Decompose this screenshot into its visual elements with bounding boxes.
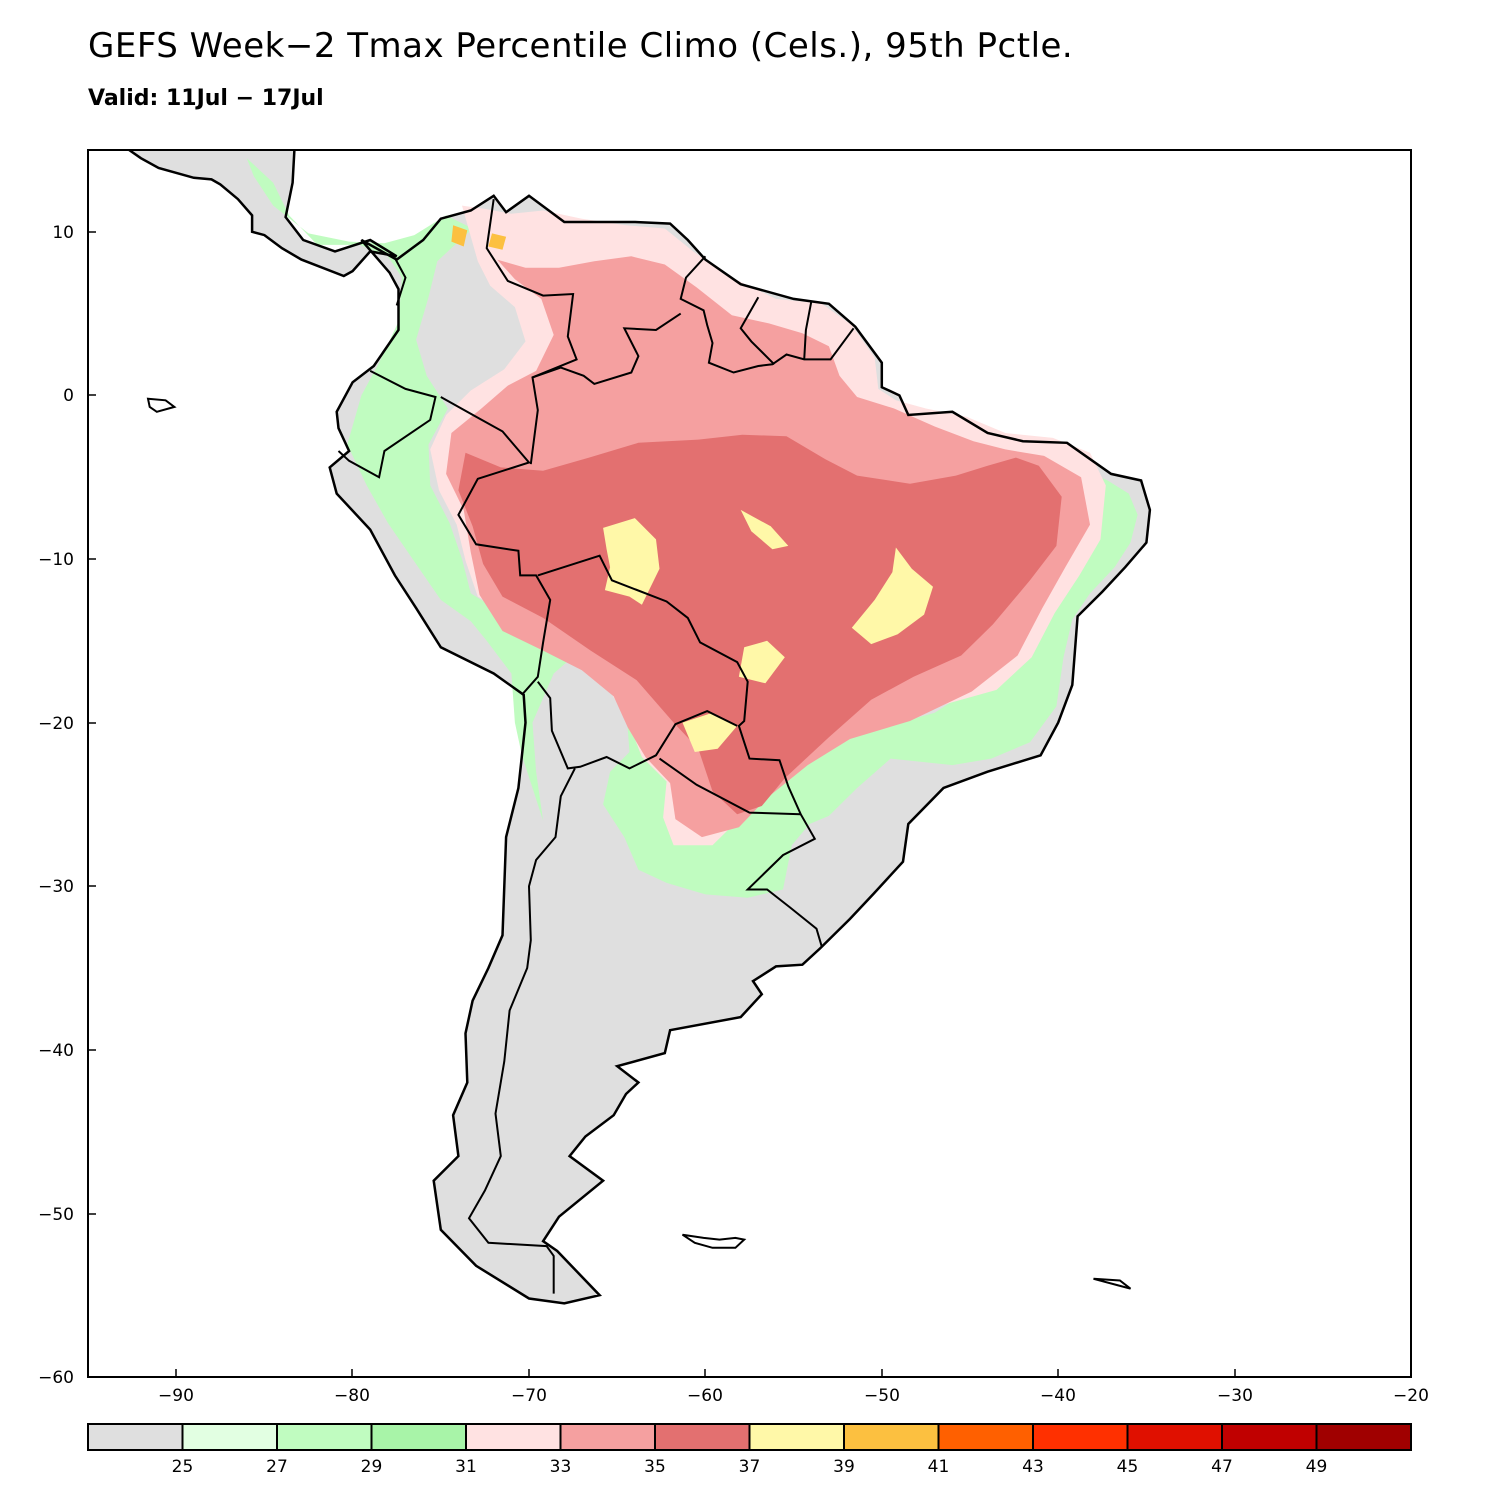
border-line	[537, 554, 823, 947]
legend-label: 49	[1306, 1457, 1328, 1477]
border-line	[337, 370, 437, 479]
shade-39-41	[488, 233, 507, 250]
border-line	[537, 681, 738, 770]
temperature-shading	[246, 158, 1138, 898]
legend-label: 35	[644, 1457, 666, 1477]
south-georgia	[1093, 1277, 1132, 1290]
lon-tick: −80	[334, 1369, 370, 1406]
caribbean-islands	[451, 68, 553, 97]
lat-tick-label: 0	[63, 386, 74, 406]
legend-swatch	[843, 1423, 940, 1451]
central-america-landmass	[129, 150, 397, 276]
lat-tick-label: −20	[38, 714, 74, 734]
border-line	[532, 312, 682, 386]
border-line	[440, 396, 552, 696]
legend-label: 25	[172, 1457, 194, 1477]
caribbean-islands	[384, 91, 419, 103]
lon-tick: −30	[1217, 1369, 1253, 1406]
legend-label: 27	[266, 1457, 288, 1477]
longitude-axis: −90 −80 −70 −60 −50 −40 −30 −20	[158, 1369, 1429, 1406]
lat-tick: −30	[38, 877, 96, 897]
lat-tick-label: 10	[52, 223, 74, 243]
shade-39-41	[451, 225, 468, 247]
shade-29-31	[246, 158, 1138, 898]
shade-37-39	[738, 640, 785, 684]
south-america-coastline	[328, 194, 1152, 1305]
lon-tick-label: −60	[687, 1386, 723, 1406]
lon-tick-label: −90	[158, 1386, 194, 1406]
legend-swatch	[748, 1423, 845, 1451]
lon-tick-label: −20	[1393, 1386, 1429, 1406]
falkland-islands	[681, 1233, 747, 1249]
country-borders	[337, 198, 855, 1294]
lon-tick: −20	[1393, 1369, 1429, 1406]
central-america-coastline	[126, 150, 398, 278]
legend-label: 39	[833, 1457, 855, 1477]
map-title: GEFS Week−2 Tmax Percentile Climo (Cels.…	[88, 26, 1074, 66]
border-line	[803, 301, 813, 360]
lon-tick: −90	[158, 1369, 194, 1406]
lat-tick: −60	[38, 1368, 96, 1388]
lat-tick: 0	[63, 386, 96, 406]
map-frame	[87, 149, 1412, 1378]
border-line	[467, 767, 576, 1294]
border-line	[658, 757, 801, 816]
legend-label: 45	[1117, 1457, 1139, 1477]
legend-swatch	[465, 1423, 562, 1451]
legend-swatch	[1221, 1423, 1318, 1451]
latitude-axis: 10 0 −10 −20 −30 −40 −50 −60	[38, 223, 96, 1388]
lon-tick-label: −30	[1217, 1386, 1253, 1406]
lat-tick: 10	[52, 223, 96, 243]
map-layers	[126, 68, 1152, 1305]
lat-tick: −40	[38, 1041, 96, 1061]
legend-swatch	[559, 1423, 656, 1451]
legend-label: 41	[928, 1457, 950, 1477]
lon-tick-label: −40	[1040, 1386, 1076, 1406]
lat-tick-label: −10	[38, 550, 74, 570]
legend-label: 43	[1022, 1457, 1044, 1477]
legend-swatch	[87, 1423, 184, 1451]
legend-label: 31	[455, 1457, 477, 1477]
legend-swatch	[937, 1423, 1034, 1451]
border-line	[739, 296, 775, 366]
shade-37-39	[682, 712, 738, 752]
galapagos-islands	[146, 397, 177, 413]
border-line	[485, 198, 578, 465]
valid-period: Valid: 11Jul − 17Jul	[88, 86, 324, 111]
lat-tick-label: −40	[38, 1041, 74, 1061]
legend-label: 29	[361, 1457, 383, 1477]
lon-tick: −70	[511, 1369, 547, 1406]
lon-tick-label: −70	[511, 1386, 547, 1406]
legend-label: 37	[739, 1457, 761, 1477]
shade-37-39	[740, 509, 789, 550]
lon-tick: −40	[1040, 1369, 1076, 1406]
border-line	[394, 257, 407, 306]
lon-tick-label: −80	[334, 1386, 370, 1406]
lat-tick: −50	[38, 1205, 96, 1225]
legend-swatch	[181, 1423, 278, 1451]
lon-tick: −60	[687, 1369, 723, 1406]
lat-tick-label: −30	[38, 877, 74, 897]
legend-swatch	[276, 1423, 373, 1451]
border-line	[679, 255, 855, 374]
shade-37-39	[851, 547, 933, 645]
legend-swatch	[1126, 1423, 1223, 1451]
legend-swatch	[370, 1423, 467, 1451]
lon-tick: −50	[864, 1369, 900, 1406]
legend-swatch	[1032, 1423, 1129, 1451]
legend-label: 47	[1211, 1457, 1233, 1477]
legend-swatch	[654, 1423, 751, 1451]
legend-label: 33	[550, 1457, 572, 1477]
lat-tick-label: −60	[38, 1368, 74, 1388]
lat-tick-label: −50	[38, 1205, 74, 1225]
legend-swatch	[1315, 1423, 1412, 1451]
lat-tick: −10	[38, 550, 96, 570]
color-legend: 25 27 29 31 33 35 37 39 41 43 45 47 49	[87, 1423, 1412, 1477]
lon-tick-label: −50	[864, 1386, 900, 1406]
lat-tick: −20	[38, 714, 96, 734]
